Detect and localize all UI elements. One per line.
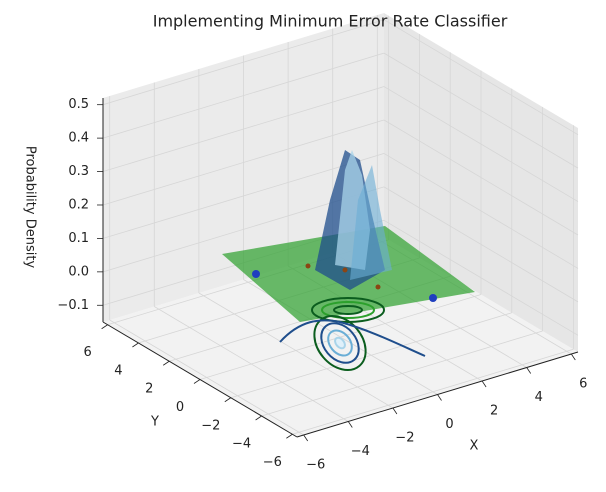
tick-mark: [437, 394, 442, 401]
grid-line: [102, 153, 385, 239]
sample-star: [305, 263, 311, 269]
grid-line: [383, 219, 579, 336]
tick-mark: [570, 353, 576, 361]
axis-line: [296, 351, 579, 438]
z-axis-label: Probability Density: [23, 146, 38, 269]
density-peak: [350, 165, 392, 280]
y-axis-label: Y: [150, 415, 159, 430]
y-tick-label: −2: [201, 418, 220, 433]
x-tick-label: 4: [535, 390, 543, 405]
tick-mark: [286, 433, 293, 439]
y-tick-label: −6: [263, 455, 282, 470]
grid-line: [102, 86, 385, 172]
grid-line: [102, 52, 385, 139]
z-tick-label: 0.3: [68, 164, 89, 179]
axis-line: [102, 321, 298, 438]
grid-line: [102, 119, 385, 206]
tick-mark: [193, 379, 201, 384]
tick-mark: [101, 324, 108, 330]
z-tick-label: −0.1: [57, 298, 89, 313]
tick-mark: [162, 360, 170, 366]
sample-star: [375, 284, 381, 290]
y-tick-label: −4: [232, 437, 251, 452]
grid-line: [199, 294, 482, 380]
sample-point: [252, 270, 260, 278]
surface: [222, 150, 475, 371]
tick-mark: [224, 397, 232, 403]
z-tick-label: 0.2: [68, 197, 89, 212]
sample-point: [429, 294, 437, 302]
y-tick-label: 6: [83, 345, 91, 360]
tick-mark: [526, 367, 532, 374]
tick-mark: [347, 421, 353, 428]
tick-mark: [303, 434, 309, 442]
x-tick-label: −6: [306, 457, 325, 472]
z-tick-label: 0.4: [68, 131, 89, 146]
x-tick-label: 0: [445, 417, 453, 432]
x-axis-label: X: [470, 439, 479, 454]
x-tick-label: −4: [351, 444, 370, 459]
x-tick-label: 6: [579, 377, 587, 392]
x-tick-label: −2: [395, 430, 414, 445]
grid-line: [292, 348, 574, 435]
chart-title: Implementing Minimum Error Rate Classifi…: [153, 12, 508, 31]
grid-line: [383, 52, 579, 169]
grid-line: [230, 312, 512, 399]
tick-mark: [481, 380, 487, 388]
z-tick-label: 0.1: [68, 231, 89, 246]
sample-star: [342, 267, 348, 273]
grid-line: [261, 330, 543, 417]
grid-line: [383, 86, 579, 202]
y-tick-label: 0: [176, 400, 184, 415]
z-tick-label: 0.0: [68, 264, 89, 279]
grid-line: [102, 19, 385, 106]
y-tick-label: 4: [114, 363, 122, 378]
tick-mark: [392, 407, 398, 415]
x-tick-label: 2: [490, 404, 498, 419]
y-tick-label: 2: [145, 382, 153, 397]
grid-line: [383, 119, 579, 236]
tick-mark: [132, 342, 139, 348]
grid-line: [383, 186, 579, 303]
grid-line: [383, 19, 579, 136]
z-tick-label: 0.5: [68, 97, 89, 112]
grid-line: [383, 153, 579, 269]
tick-mark: [255, 415, 262, 421]
contours: [279, 297, 426, 371]
